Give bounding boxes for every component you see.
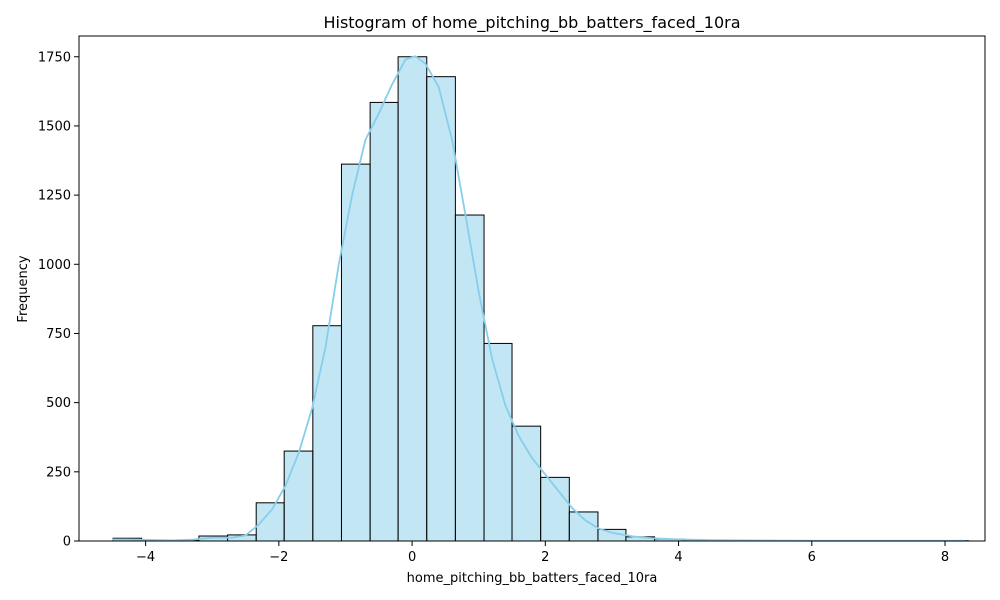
y-tick-label: 500 <box>46 396 71 411</box>
histogram-bar-6 <box>283 450 314 542</box>
plot-frame <box>78 35 986 542</box>
histogram-bar-11 <box>426 76 456 542</box>
y-tick-label: 1500 <box>38 119 71 134</box>
y-axis-label: Frequency <box>16 255 31 322</box>
y-axis-ticks: 0 250 500 750 1000 1250 1500 1750 <box>38 50 79 550</box>
x-axis-ticks: −4 −2 0 2 4 6 8 <box>136 541 949 565</box>
histogram-bar-10 <box>397 56 428 542</box>
kde-layer <box>112 55 966 542</box>
y-tick-label: 1000 <box>38 258 71 273</box>
x-tick-label: 8 <box>941 550 949 565</box>
histogram-bar-13 <box>483 342 513 542</box>
y-tick-label: 250 <box>46 465 71 480</box>
y-tick-label: 1750 <box>38 50 71 65</box>
x-tick-label: −4 <box>136 550 155 565</box>
y-tick-label: 750 <box>46 327 71 342</box>
x-tick-label: 2 <box>541 550 549 565</box>
x-tick-label: 4 <box>674 550 682 565</box>
histogram-bar-12 <box>454 214 485 542</box>
kde-curve <box>112 55 966 542</box>
y-tick-label: 0 <box>63 535 71 550</box>
histogram-bar-9 <box>369 101 399 542</box>
x-tick-label: 0 <box>408 550 416 565</box>
y-tick-label: 1250 <box>38 189 71 204</box>
x-tick-label: 6 <box>808 550 816 565</box>
histogram-bar-7 <box>312 325 342 542</box>
x-axis-label: home_pitching_bb_batters_faced_10ra <box>407 571 658 586</box>
histogram-bar-14 <box>511 425 542 542</box>
chart-title: Histogram of home_pitching_bb_batters_fa… <box>323 13 740 33</box>
histogram-bar-8 <box>340 163 371 542</box>
x-tick-label: −2 <box>269 550 288 565</box>
